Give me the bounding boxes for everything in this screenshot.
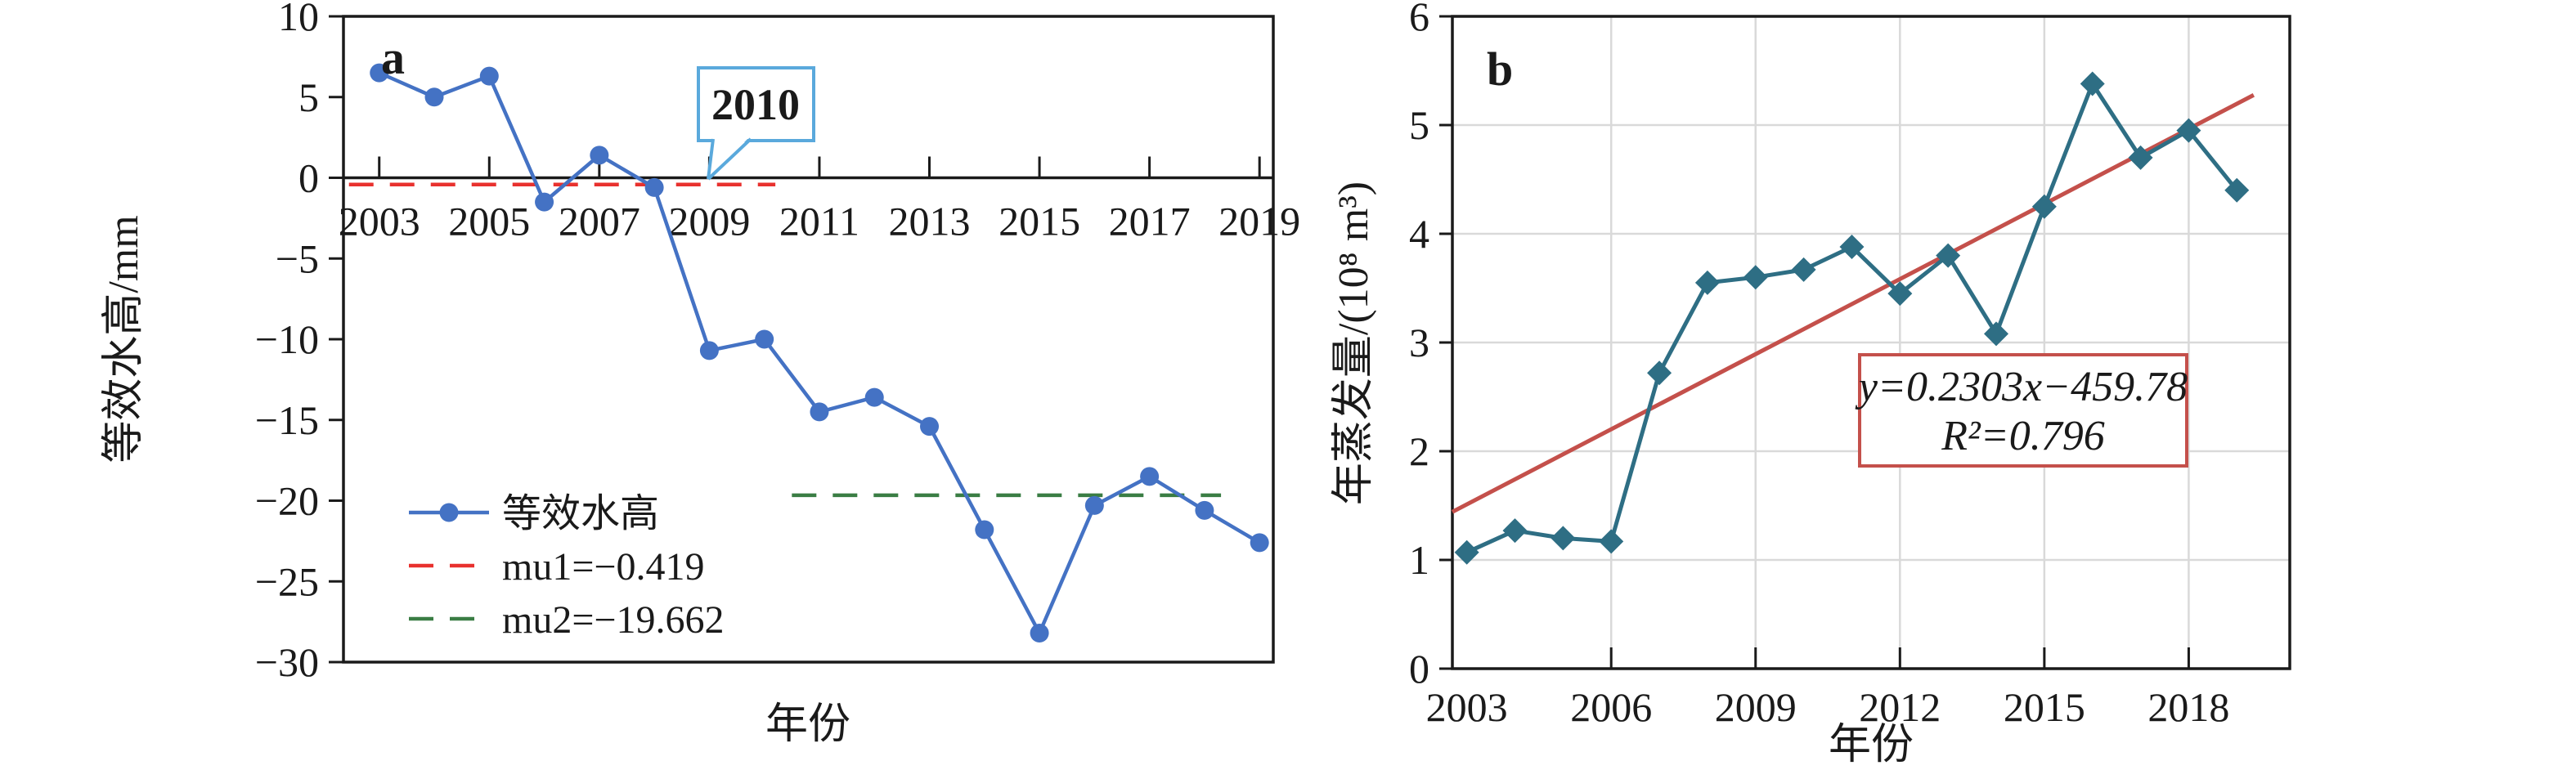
data-point-circle [424,87,444,107]
x-tick-label: 2003 [1426,684,1508,730]
y-tick-label: 10 [278,0,319,39]
y-tick-label: −5 [276,235,319,281]
x-tick-label: 2012 [1859,684,1941,730]
y-tick-label: 1 [1409,537,1429,583]
panel-b-y-axis-title: 年蒸发量/(10⁸ m³) [1331,181,1377,505]
data-point-diamond [2080,71,2105,96]
data-point-circle [699,341,719,360]
data-point-diamond [1694,270,1720,295]
data-point-diamond [1791,257,1816,282]
data-point-circle [1084,495,1104,515]
panel-a-y-axis-title: 等效水高/mm [101,215,147,463]
trend-line [1451,93,2255,514]
data-point-circle [920,417,940,437]
data-point-diamond [1647,360,1672,386]
x-tick-label: 2009 [1715,684,1797,730]
panel-b-plot: 0 1 2 3 4 5 6 2003 2006 2009 2012 2015 2018 [1409,0,2291,730]
regression-annotation: y=0.2303x−459.78 R²=0.796 [1855,353,2188,468]
x-tick-label: 2011 [779,199,859,244]
x-tick-label: 2005 [448,199,530,244]
data-point-circle [1140,467,1160,486]
data-point-diamond [1502,518,1528,544]
x-tick-label: 2015 [999,199,1080,244]
callout-tail-edge [707,138,715,180]
data-point-diamond [1839,234,1865,259]
panel-a-x-axis-title: 年份 [765,701,850,748]
y-tick-label: 5 [1409,102,1429,148]
data-point-circle [755,329,774,349]
data-point-circle [1030,623,1049,642]
x-tick-label: 2006 [1570,684,1652,730]
y-tick-label: 0 [298,155,319,201]
x-tick-label: 2013 [889,199,971,244]
panel-a-plot: 10 5 0 −5 −10 −15 −20 −25 −30 2003 2005 2007 2009 201… [255,0,1300,685]
data-point-diamond [1887,281,1913,307]
data-point-diamond [1454,539,1479,565]
y-tick-label: 2 [1409,428,1429,474]
legend-label-mu2: mu2=−19.662 [502,598,724,642]
data-point-diamond [1984,321,2009,347]
regression-annotation-box [1858,353,2188,468]
x-tick-label: 2015 [2004,684,2085,730]
data-point-circle [864,387,884,407]
data-point-diamond [1551,526,1576,551]
regression-r-squared: R²=0.796 [1941,413,2104,459]
x-tick-label: 2007 [559,199,640,244]
panel-b-corner-label: b [1487,43,1513,96]
x-tick-label: 2017 [1109,199,1191,244]
data-point-circle [1250,533,1269,553]
legend-series-marker-swatch [439,503,459,522]
data-point-circle [1195,500,1214,520]
y-tick-label: 6 [1409,0,1429,39]
data-point-circle [810,402,829,422]
data-point-diamond [1936,243,1961,268]
y-tick-label: −10 [255,316,319,362]
data-point-circle [479,66,499,86]
panel-a-legend: 等效水高 mu1=−0.419 mu2=−19.662 [409,492,724,642]
data-point-diamond [1743,265,1768,290]
data-point-circle [590,146,609,165]
change-point-callout: 2010 [697,66,815,181]
x-tick-label: 2009 [668,199,750,244]
y-tick-label: 0 [1409,646,1429,692]
x-tick-label: 2003 [339,199,420,244]
panel-b-x-axis-title: 年份 [1829,722,1914,768]
data-point-diamond [2224,177,2250,203]
panel-a-corner-label: a [381,31,405,84]
y-tick-label: 4 [1409,211,1429,257]
y-tick-label: 3 [1409,320,1429,365]
y-tick-label: 5 [298,74,319,120]
data-point-diamond [2031,194,2057,219]
x-tick-label: 2019 [1218,199,1300,244]
data-point-circle [975,520,994,539]
data-point-circle [535,192,554,212]
data-point-circle [644,177,664,197]
y-tick-label: −20 [255,478,319,524]
evaporation-line [1465,81,2239,554]
y-tick-label: −25 [255,558,319,604]
data-point-diamond [2176,118,2201,143]
legend-label-series: 等效水高 [502,492,659,535]
callout-tail-edge [707,137,752,181]
y-tick-label: −15 [255,397,319,443]
legend-label-mu1: mu1=−0.419 [502,545,704,589]
callout-year-label: 2010 [711,80,800,129]
callout-box [697,66,815,142]
data-point-diamond [2128,145,2153,170]
x-tick-label: 2018 [2147,684,2229,730]
data-point-circle [370,63,389,83]
regression-equation: y=0.2303x−459.78 [1855,364,2188,410]
y-tick-label: −30 [255,639,319,685]
data-point-diamond [1599,529,1624,554]
